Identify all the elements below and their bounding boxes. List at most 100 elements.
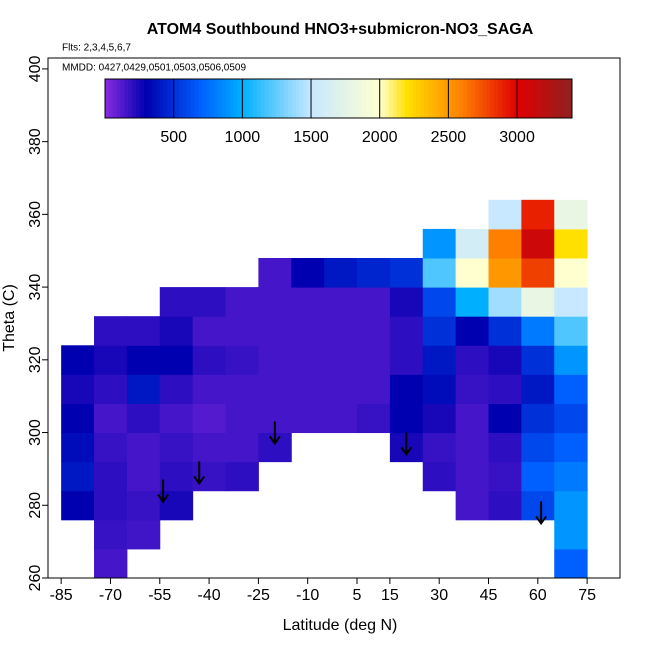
colorbar-cell <box>229 79 234 118</box>
y-tick-label: 360 <box>27 201 44 228</box>
colorbar-cell <box>225 79 231 118</box>
heatmap-cell <box>521 228 555 259</box>
colorbar-cell <box>373 79 378 118</box>
heatmap-cell <box>521 287 555 317</box>
colorbar-cell <box>494 79 499 118</box>
colorbar-cell <box>295 79 301 118</box>
colorbar-cell <box>338 79 343 118</box>
heatmap-cell <box>455 258 490 288</box>
colorbar-cell <box>136 79 141 118</box>
heatmap-cell <box>94 461 128 492</box>
colorbar-cell <box>213 79 219 118</box>
colorbar-cell <box>381 79 386 118</box>
heatmap-cell <box>422 345 457 375</box>
colorbar-cell <box>505 79 511 118</box>
colorbar-cell <box>303 79 308 118</box>
heatmap-cell <box>422 287 457 317</box>
y-tick-label: 300 <box>27 419 44 446</box>
colorbar-cell <box>428 79 433 118</box>
colorbar-cell <box>233 79 238 118</box>
x-tick-label: -10 <box>296 587 319 604</box>
x-axis-label: Latitude (deg N) <box>283 617 398 634</box>
colorbar-cell <box>326 79 332 118</box>
arrow-head <box>269 435 281 446</box>
heatmap-cell <box>554 374 588 404</box>
heatmap-cell <box>126 374 161 404</box>
heatmap-cell <box>61 374 95 404</box>
heatmap-cell <box>126 403 161 434</box>
colorbar-cell <box>330 79 336 118</box>
colorbar-cell <box>319 79 324 118</box>
heatmap-cell <box>159 374 194 404</box>
colorbar-cell <box>463 79 468 118</box>
colorbar-cell <box>509 79 515 118</box>
heatmap-cell <box>521 490 555 521</box>
x-tick-label: 5 <box>353 587 362 604</box>
heatmap-cell <box>126 519 161 550</box>
heatmap-cell <box>455 490 490 521</box>
colorbar-cell <box>186 79 192 118</box>
arrow-head <box>193 475 206 486</box>
heatmap-cell <box>192 345 227 375</box>
heatmap-cell <box>159 461 194 492</box>
colorbar-cell <box>206 79 211 118</box>
x-tick-label: -70 <box>99 587 122 604</box>
colorbar-cell <box>155 79 160 118</box>
heatmap-cell <box>159 403 194 434</box>
colorbar-cell <box>416 79 421 118</box>
colorbar-cell <box>264 79 269 118</box>
heatmap-cell <box>554 258 588 288</box>
colorbar-tick-label: 1000 <box>225 129 261 146</box>
subtitle: Flts: 2,3,4,5,6,7 <box>62 43 131 54</box>
heatmap-cell <box>159 287 194 317</box>
colorbar-cell <box>322 79 328 118</box>
heatmap-cell <box>389 316 424 346</box>
x-tick-label: 15 <box>381 587 399 604</box>
heatmap-cell <box>324 316 358 346</box>
heatmap-cell <box>192 432 227 463</box>
colorbar-cell <box>564 79 569 118</box>
heatmap-cell <box>422 403 457 434</box>
heatmap-cell <box>291 345 325 375</box>
heatmap-cell <box>192 461 227 492</box>
heatmap-cell <box>225 374 259 404</box>
y-tick-label: 400 <box>27 55 44 82</box>
heatmap-cell <box>521 374 555 404</box>
colorbar-cell <box>268 79 273 118</box>
heatmap-cell <box>159 432 194 463</box>
colorbar-cell <box>237 79 242 118</box>
colorbar-cell <box>307 79 312 118</box>
colorbar-cell <box>439 79 445 118</box>
colorbar-cell <box>443 79 448 118</box>
heatmap-cell <box>94 548 128 579</box>
heatmap-cell <box>422 374 457 404</box>
colorbar-cell <box>217 79 223 118</box>
heatmap-cell <box>324 374 358 404</box>
colorbar-cell <box>221 79 227 118</box>
heatmap-cell <box>291 403 325 434</box>
colorbar-cell <box>533 79 538 118</box>
colorbar-cell <box>365 79 371 118</box>
heatmap-cell <box>521 432 555 463</box>
heatmap-cell <box>554 461 588 492</box>
arrow-head <box>157 494 169 504</box>
heatmap-cell <box>554 199 588 230</box>
heatmap-cell <box>324 258 358 288</box>
heatmap-cell <box>488 199 522 230</box>
heatmap-cell <box>225 403 259 434</box>
x-tick-label: 60 <box>529 587 547 604</box>
heatmap-cell <box>521 403 555 434</box>
heatmap-cell <box>389 374 424 404</box>
colorbar-cell <box>459 79 464 118</box>
heatmap-cell <box>126 345 161 375</box>
colorbar-cell <box>272 79 277 118</box>
heatmap-cell <box>291 316 325 346</box>
colorbar-cell <box>315 79 320 118</box>
colorbar-cell <box>466 79 472 118</box>
heatmap-cell <box>291 258 325 288</box>
heatmap-cell <box>61 432 95 463</box>
heatmap-cell <box>389 403 424 434</box>
heatmap-cell <box>488 403 522 434</box>
colorbar-cell <box>536 79 542 118</box>
colorbar-cell <box>424 79 429 118</box>
